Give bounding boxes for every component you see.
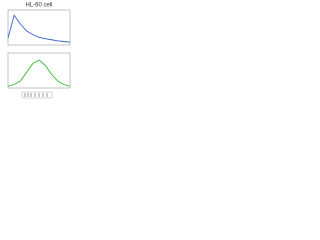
plot-frame [7,9,71,46]
histogram-line [7,14,71,43]
plot-frame [7,52,71,89]
chart-title: HL-60 cell [25,3,52,9]
figure: HL-60 cell [0,0,75,100]
barcode [21,91,53,99]
histogram-line [7,59,71,87]
